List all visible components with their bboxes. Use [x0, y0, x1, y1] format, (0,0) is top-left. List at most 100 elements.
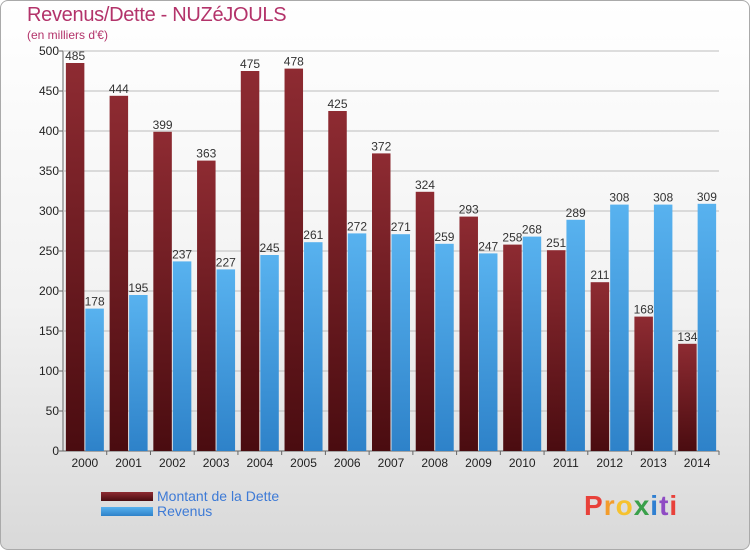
data-label-revenus: 272 [347, 219, 367, 233]
bar-debt [109, 95, 129, 452]
bar-revenus [522, 236, 542, 451]
x-tick-label: 2010 [509, 456, 536, 470]
data-label-debt: 444 [109, 82, 129, 96]
x-tick-label: 2003 [203, 456, 230, 470]
data-label-debt: 425 [328, 97, 348, 111]
bar-debt [415, 191, 435, 452]
data-label-debt: 363 [196, 147, 216, 161]
bar-revenus [610, 204, 629, 451]
x-tick-label: 2007 [378, 456, 405, 470]
logo-letter: r [603, 490, 616, 521]
logo-letter: P [584, 490, 604, 521]
data-label-debt: 372 [371, 139, 391, 153]
data-label-revenus: 227 [216, 255, 236, 269]
bar-debt [65, 63, 85, 451]
y-tick-label: 300 [39, 204, 59, 218]
bar-debt [328, 111, 347, 451]
y-tick-label: 50 [46, 404, 60, 418]
bar-revenus [172, 261, 192, 451]
y-tick-label: 200 [39, 284, 59, 298]
data-label-revenus: 247 [478, 239, 498, 253]
bar-revenus [653, 204, 673, 451]
y-tick-label: 450 [39, 84, 59, 98]
logo-letter: i [650, 490, 660, 521]
x-tick-label: 2014 [684, 456, 711, 470]
bar-revenus [478, 253, 498, 451]
x-tick-label: 2005 [290, 456, 317, 470]
bar-debt [590, 282, 610, 451]
data-label-debt: 324 [415, 178, 435, 192]
bar-revenus [129, 295, 148, 451]
data-label-revenus: 195 [128, 281, 148, 295]
legend-swatch-revenus [101, 507, 153, 516]
data-label-debt: 211 [590, 268, 609, 282]
bar-debt [197, 160, 216, 451]
bar-revenus [347, 233, 367, 451]
data-label-debt: 485 [65, 49, 85, 63]
bar-debt [153, 131, 172, 452]
x-tick-label: 2006 [334, 456, 361, 470]
x-tick-label: 2011 [553, 456, 579, 470]
data-label-revenus: 178 [85, 295, 105, 309]
data-label-debt: 293 [459, 203, 479, 217]
data-label-revenus: 271 [391, 220, 411, 234]
data-label-debt: 399 [153, 118, 173, 132]
bar-revenus [391, 234, 410, 451]
x-tick-label: 2012 [596, 456, 623, 470]
bar-revenus [216, 269, 236, 451]
data-label-debt: 258 [502, 231, 522, 245]
x-tick-label: 2009 [465, 456, 492, 470]
grid-layer: 0 50 100 150 200 250 300 350 400 450 500 2000 2001 20… [39, 44, 720, 470]
y-tick-label: 500 [39, 44, 59, 58]
bar-debt [240, 71, 260, 451]
chart-title: Revenus/Dette - NUZéJOULS [27, 4, 287, 26]
x-tick-label: 2000 [72, 456, 99, 470]
data-label-revenus: 268 [522, 223, 542, 237]
x-tick-label: 2004 [246, 456, 273, 470]
logo-letter: t [659, 490, 670, 521]
bar-debt [459, 216, 478, 451]
bar-debt [678, 343, 697, 451]
x-tick-label: 2001 [115, 456, 142, 470]
legend-label-debt: Montant de la Dette [157, 488, 280, 504]
bar-revenus [435, 243, 454, 451]
bar-revenus [85, 308, 104, 451]
y-tick-label: 250 [39, 244, 59, 258]
x-tick-label: 2002 [159, 456, 186, 470]
bar-debt [372, 153, 391, 451]
data-label-revenus: 261 [303, 228, 323, 242]
data-label-debt: 478 [284, 55, 304, 69]
bar-revenus [566, 219, 585, 451]
bar-layer [65, 63, 717, 452]
bar-debt [634, 316, 653, 451]
bar-revenus [304, 242, 323, 451]
legend-label-revenus: Revenus [157, 503, 213, 519]
data-label-revenus: 309 [697, 190, 717, 204]
logo-letter: o [615, 490, 634, 521]
logo-letter: i [669, 490, 679, 521]
data-label-revenus: 308 [653, 191, 673, 205]
data-label-revenus: 259 [434, 230, 454, 244]
data-label-revenus: 308 [609, 191, 629, 205]
bar-revenus [260, 255, 279, 451]
data-label-revenus: 237 [172, 247, 192, 261]
bar-debt [503, 244, 522, 451]
proxiti-logo: Proxiti [584, 490, 678, 522]
legend-swatch-debt [101, 492, 153, 501]
label-layer: 485 178 444 195 399 237 363 227 475 245 478 261 425 2… [65, 49, 717, 344]
data-label-debt: 475 [240, 57, 260, 71]
data-label-debt: 251 [546, 236, 566, 250]
bar-debt [546, 250, 566, 451]
data-label-debt: 134 [677, 330, 697, 344]
y-tick-label: 350 [39, 164, 59, 178]
logo-letter: x [633, 490, 651, 521]
y-tick-label: 100 [39, 364, 59, 378]
bar-debt [284, 68, 304, 451]
x-tick-label: 2008 [421, 456, 448, 470]
y-tick-label: 150 [39, 324, 59, 338]
y-tick-label: 0 [52, 444, 59, 458]
data-label-revenus: 289 [566, 206, 586, 220]
bar-revenus [697, 203, 717, 451]
